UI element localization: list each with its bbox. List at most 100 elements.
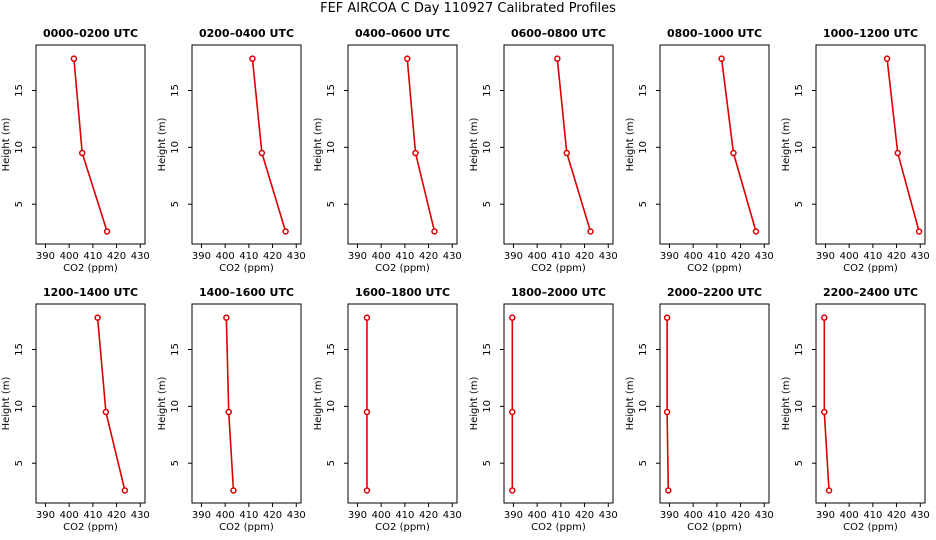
x-axis-label: CO2 (ppm): [687, 522, 742, 533]
data-point: [103, 228, 111, 235]
data-point: [258, 149, 266, 157]
x-tick-label: 430: [755, 251, 774, 262]
chart-panel: 1400–1600 UTC 390 400 410 420 430 CO2 (ppm) 5 10…: [157, 286, 306, 533]
x-tick-label: 430: [287, 251, 306, 262]
x-tick-label: 420: [107, 510, 126, 521]
x-axis-label: CO2 (ppm): [375, 522, 430, 533]
panel-title: 1200–1400 UTC: [43, 286, 138, 299]
x-tick-label: 410: [83, 510, 102, 521]
panel-title: 0800–1000 UTC: [667, 27, 762, 40]
chart-panel: 1600–1800 UTC 390 400 410 420 430 CO2 (ppm) 5 10…: [313, 286, 462, 533]
y-tick-label: 5: [482, 460, 493, 466]
x-tick-label: 410: [83, 251, 102, 262]
plot-frame: [659, 303, 770, 504]
x-tick-label: 390: [348, 510, 367, 521]
x-tick-label: 400: [60, 510, 79, 521]
x-tick-label: 420: [263, 251, 282, 262]
panel-title: 1000–1200 UTC: [823, 27, 918, 40]
y-axis-label: Height (m): [313, 118, 324, 172]
plot-frame: [347, 44, 458, 245]
x-tick-label: 420: [575, 510, 594, 521]
data-point: [883, 55, 891, 62]
data-point: [821, 314, 828, 321]
chart-panel: 2200–2400 UTC 390 400 410 420 430 CO2 (ppm) 5 10…: [781, 286, 930, 533]
data-point: [587, 228, 594, 235]
x-tick-label: 390: [192, 510, 211, 521]
panel-title: 0200–0400 UTC: [199, 27, 294, 40]
data-point: [223, 314, 230, 321]
y-axis-label: Height (m): [781, 118, 792, 172]
y-tick-label: 15: [170, 84, 181, 97]
data-point: [70, 55, 78, 62]
series-line: [823, 317, 830, 491]
x-axis-label: CO2 (ppm): [531, 522, 586, 533]
y-axis-label: Height (m): [157, 377, 168, 431]
y-tick-label: 10: [170, 141, 181, 154]
x-tick-label: 400: [684, 251, 703, 262]
y-axis-label: Height (m): [1, 377, 12, 431]
y-axis-label: Height (m): [1, 118, 12, 172]
x-tick-label: 390: [660, 251, 679, 262]
y-axis-label: Height (m): [469, 377, 480, 431]
y-tick-label: 10: [14, 141, 25, 154]
y-tick-label: 5: [794, 460, 805, 466]
data-point: [752, 228, 760, 235]
data-point: [509, 487, 516, 494]
x-tick-label: 400: [372, 251, 391, 262]
chart-panel: 0000–0200 UTC 390 400 410 420 430 CO2 (ppm) 5 10…: [1, 27, 150, 274]
x-tick-label: 430: [287, 510, 306, 521]
x-tick-label: 410: [551, 251, 570, 262]
x-tick-label: 430: [131, 510, 150, 521]
x-tick-label: 400: [840, 251, 859, 262]
chart-panel: 1000–1200 UTC 390 400 410 420 430 CO2 (ppm) 5 10…: [781, 27, 930, 274]
chart-panel: 1200–1400 UTC 390 400 410 420 430 CO2 (ppm) 5 10…: [1, 286, 150, 533]
data-point: [102, 408, 110, 416]
data-point: [718, 55, 725, 62]
y-tick-label: 15: [794, 84, 805, 97]
y-tick-label: 15: [482, 343, 493, 356]
y-axis-label: Height (m): [157, 118, 168, 172]
x-tick-label: 390: [504, 510, 523, 521]
x-tick-label: 410: [707, 251, 726, 262]
y-tick-label: 10: [638, 400, 649, 413]
series-line: [251, 58, 287, 232]
panel-title: 2200–2400 UTC: [823, 286, 918, 299]
x-tick-label: 420: [887, 510, 906, 521]
y-tick-label: 15: [794, 343, 805, 356]
y-tick-label: 15: [638, 343, 649, 356]
y-tick-label: 10: [482, 141, 493, 154]
chart-panel: 0600–0800 UTC 390 400 410 420 430 CO2 (ppm) 5 10…: [469, 27, 618, 274]
x-tick-label: 390: [660, 510, 679, 521]
y-tick-label: 5: [170, 201, 181, 207]
x-axis-label: CO2 (ppm): [63, 263, 118, 274]
y-tick-label: 10: [14, 400, 25, 413]
x-tick-label: 420: [419, 251, 438, 262]
y-tick-label: 10: [794, 400, 805, 413]
x-tick-label: 410: [239, 510, 258, 521]
y-tick-label: 10: [638, 141, 649, 154]
y-axis-label: Height (m): [625, 118, 636, 172]
y-tick-label: 10: [794, 141, 805, 154]
plot-frame: [659, 44, 770, 245]
x-tick-label: 420: [419, 510, 438, 521]
y-axis-label: Height (m): [625, 377, 636, 431]
plot-frame: [815, 44, 926, 245]
plot-frame: [815, 303, 926, 504]
data-point: [730, 149, 737, 157]
y-axis-label: Height (m): [781, 377, 792, 431]
x-tick-label: 420: [107, 251, 126, 262]
y-tick-label: 15: [326, 343, 337, 356]
panel-title: 0000–0200 UTC: [43, 27, 138, 40]
panel-title: 0600–0800 UTC: [511, 27, 606, 40]
x-tick-label: 400: [840, 510, 859, 521]
x-tick-label: 400: [528, 251, 547, 262]
y-tick-label: 15: [14, 343, 25, 356]
plot-frame: [191, 44, 302, 245]
x-tick-label: 390: [816, 251, 835, 262]
data-point: [230, 487, 237, 494]
x-tick-label: 400: [216, 251, 235, 262]
x-axis-label: CO2 (ppm): [219, 263, 274, 274]
x-tick-label: 430: [443, 510, 462, 521]
y-tick-label: 5: [170, 460, 181, 466]
